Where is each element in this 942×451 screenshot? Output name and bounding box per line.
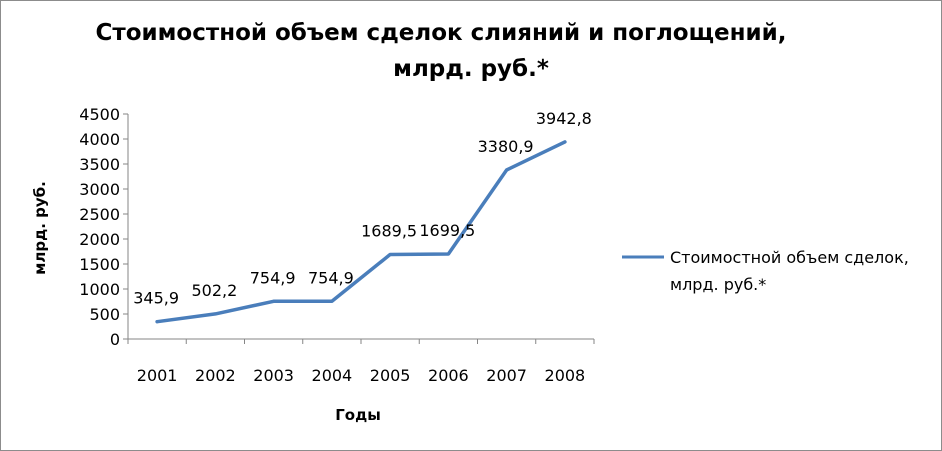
y-tick-label: 500 <box>89 305 120 324</box>
x-tick-label: 2005 <box>370 366 411 385</box>
y-tick-label: 0 <box>110 330 120 349</box>
x-tick-label: 2002 <box>195 366 236 385</box>
data-label: 754,9 <box>308 268 354 287</box>
data-point <box>155 320 159 324</box>
y-tick-label: 4500 <box>79 105 120 124</box>
series-group <box>155 140 567 324</box>
x-tick-label: 2007 <box>486 366 527 385</box>
data-label: 1699,5 <box>419 221 475 240</box>
data-point <box>388 253 392 257</box>
x-tick-label: 2001 <box>137 366 178 385</box>
y-tick-label: 2000 <box>79 230 120 249</box>
data-point <box>505 168 509 172</box>
series-line <box>155 140 567 324</box>
y-tick-labels: 0 500 1000 1500 2000 2500 3000 3500 4000 4500 <box>79 105 120 349</box>
data-labels: 345,9 502,2 754,9 754,9 1689,5 1699,5 3380,939… <box>133 109 592 308</box>
axes <box>123 113 595 344</box>
y-tick-label: 1500 <box>79 255 120 274</box>
legend: Стоимостной объем сделок, млрд. руб.* <box>622 248 909 294</box>
data-label: 502,2 <box>191 281 237 300</box>
data-point <box>563 140 567 144</box>
data-point <box>330 299 334 303</box>
y-tick-label: 3000 <box>79 180 120 199</box>
legend-label-line1: Стоимостной объем сделок, <box>670 248 909 267</box>
y-tick-label: 3500 <box>79 155 120 174</box>
y-tick-label: 2500 <box>79 205 120 224</box>
x-tick-label: 2003 <box>253 366 294 385</box>
chart-title-line2: млрд. руб.* <box>393 56 549 82</box>
data-label: 345,9 <box>133 289 179 308</box>
y-tick-label: 1000 <box>79 280 120 299</box>
data-label: 1689,5 <box>361 222 417 241</box>
y-axis-title: млрд. руб. <box>31 181 49 275</box>
data-point <box>213 312 217 316</box>
x-tick-label: 2006 <box>428 366 469 385</box>
data-point <box>272 299 276 303</box>
chart-title-line1: Стоимостной объем сделок слияний и погло… <box>95 20 787 46</box>
data-point <box>446 252 450 256</box>
x-tick-labels: 2001 2002 2003 2004 2005 2006 2007 2008 <box>137 366 585 385</box>
x-tick-label: 2008 <box>545 366 586 385</box>
x-axis-title: Годы <box>335 406 381 424</box>
data-label: 754,9 <box>250 268 296 287</box>
y-tick-label: 4000 <box>79 130 120 149</box>
data-label: 3380,9 <box>478 137 534 156</box>
legend-label-line2: млрд. руб.* <box>670 275 766 294</box>
data-label: 3942,8 <box>536 109 592 128</box>
x-tick-label: 2004 <box>312 366 353 385</box>
